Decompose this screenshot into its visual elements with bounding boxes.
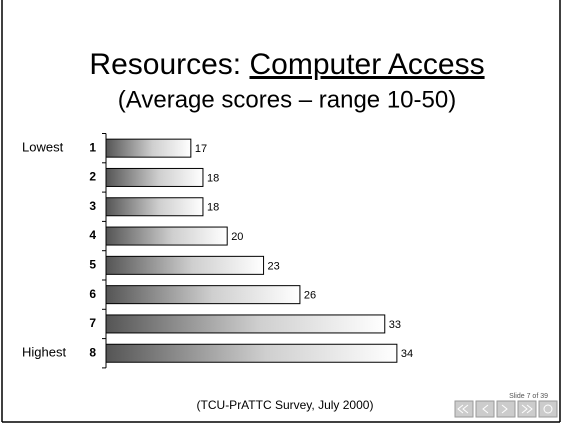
nav-next[interactable] [496, 400, 516, 418]
category-label: 7 [89, 316, 96, 330]
category-label: 8 [89, 345, 96, 359]
bar [105, 138, 192, 158]
bar [105, 314, 386, 334]
nav-icons [457, 404, 533, 414]
category-label: 2 [89, 170, 96, 184]
footnote: (TCU-PrATTC Survey, July 2000) [197, 398, 374, 412]
value-label: 18 [207, 172, 219, 184]
value-label: 17 [195, 143, 207, 155]
nav-home-icon [543, 404, 553, 414]
category-label: 4 [89, 228, 96, 242]
nav-home[interactable] [538, 400, 558, 418]
category-label: 3 [89, 199, 96, 213]
bar [105, 255, 265, 275]
value-label: 26 [304, 290, 316, 302]
nav-first[interactable] [454, 400, 474, 418]
title-text: Resources: [89, 48, 241, 81]
value-label: 23 [268, 260, 280, 272]
chart-subtitle: (Average scores – range 10-50) [118, 86, 456, 113]
bar [105, 343, 398, 363]
value-label: 20 [231, 231, 243, 243]
bar [105, 226, 228, 246]
bar [105, 167, 204, 187]
bar [105, 285, 301, 305]
nav-prev[interactable] [475, 400, 495, 418]
category-label: 6 [89, 287, 96, 301]
value-label: 18 [207, 202, 219, 214]
bar [105, 197, 204, 217]
nav-buttons [454, 400, 558, 418]
value-label: 33 [389, 319, 401, 331]
chart-title: Resources: Computer Access [89, 48, 484, 81]
value-label: 34 [401, 348, 413, 360]
row-label: Lowest [22, 140, 64, 155]
title-underlined: Computer Access [249, 48, 484, 81]
row-label: Highest [22, 345, 66, 360]
category-label: 1 [89, 140, 96, 154]
slide-number: Slide 7 of 39 [509, 393, 548, 400]
category-label: 5 [89, 258, 96, 272]
